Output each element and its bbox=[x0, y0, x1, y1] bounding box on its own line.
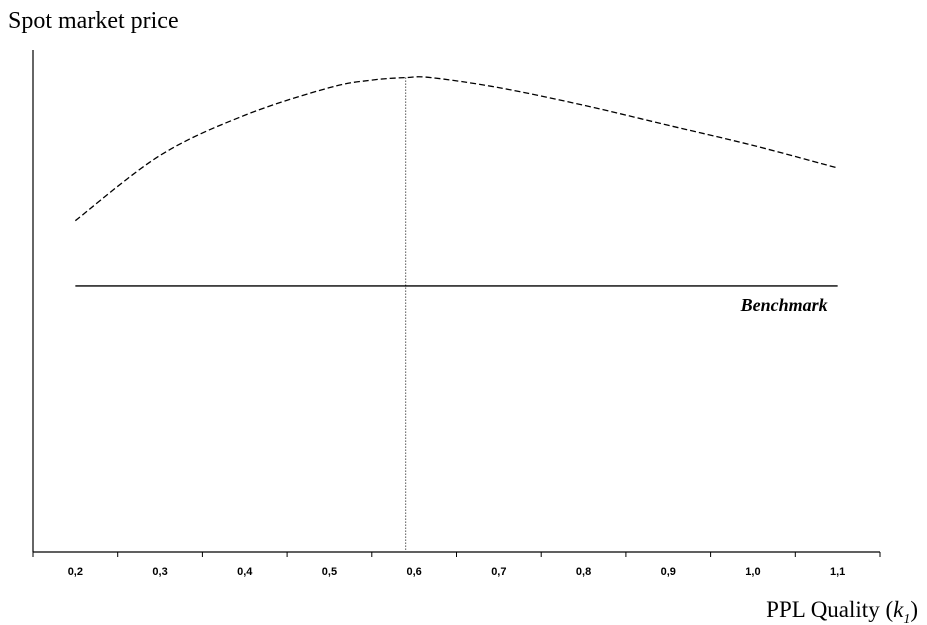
x-axis-label: PPL Quality (k1) bbox=[766, 597, 918, 625]
spot-price-curve bbox=[74, 76, 838, 222]
x-tick-label: 0,6 bbox=[407, 566, 422, 578]
x-tick-label: 0,9 bbox=[661, 566, 676, 578]
x-tick-label: 0,5 bbox=[322, 566, 337, 578]
chart-title: Spot market price bbox=[8, 8, 179, 34]
x-axis-label-sub: 1 bbox=[903, 612, 910, 625]
x-tick-label: 0,3 bbox=[152, 566, 167, 578]
series-layer bbox=[74, 76, 838, 287]
x-tick-label: 0,2 bbox=[68, 566, 83, 578]
x-tick-label: 1,1 bbox=[830, 566, 845, 578]
x-ticks bbox=[32, 552, 881, 557]
x-tick-label: 0,7 bbox=[491, 566, 506, 578]
x-tick-labels: 0,2 0,3 0,4 0,5 0,6 0,7 0,8 0,9 1,0 1,1 bbox=[68, 566, 846, 578]
x-tick-label: 0,8 bbox=[576, 566, 591, 578]
x-axis-label-main: PPL Quality ( bbox=[766, 597, 893, 622]
x-axis-label-close: ) bbox=[910, 597, 918, 622]
x-tick-label: 1,0 bbox=[745, 566, 760, 578]
benchmark-label: Benchmark bbox=[740, 295, 828, 315]
x-axis-label-var: k bbox=[893, 597, 904, 622]
x-tick-label: 0,4 bbox=[237, 566, 253, 578]
